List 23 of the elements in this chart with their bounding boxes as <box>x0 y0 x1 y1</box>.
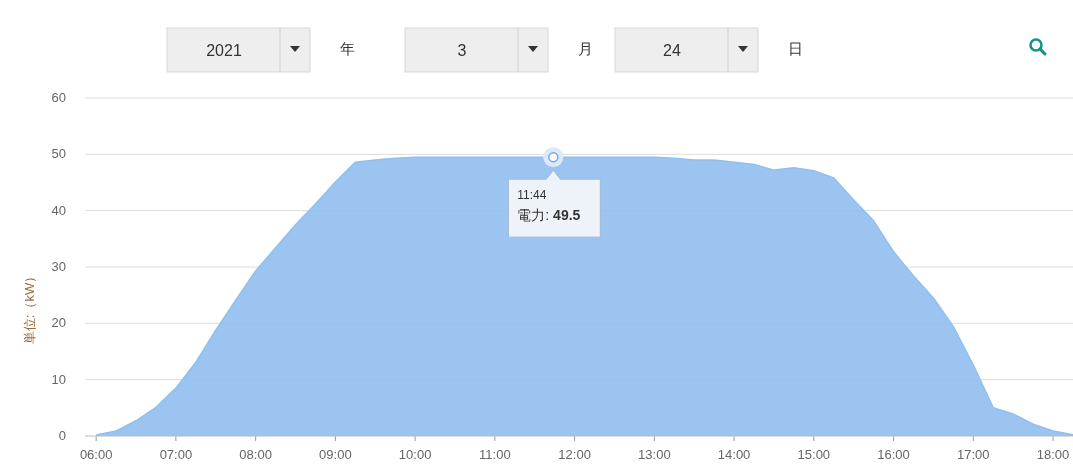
x-tick-label: 10:00 <box>398 447 432 462</box>
x-tick-label: 12:00 <box>558 447 591 462</box>
x-tick-label: 14:00 <box>717 447 751 462</box>
date-controls: 2021 年 3 月 24 日 <box>166 27 803 73</box>
x-tick-label: 15:00 <box>797 447 831 462</box>
y-tick-label: 20 <box>51 315 66 331</box>
y-axis-title: 単位:（kW） <box>22 269 37 345</box>
x-tick-label: 11:00 <box>479 447 511 462</box>
x-tick-label: 09:00 <box>319 447 352 462</box>
y-tick-label: 30 <box>51 259 66 274</box>
y-tick-label: 10 <box>51 371 66 387</box>
x-tick-label: 16:00 <box>877 447 910 462</box>
x-tick-label: 13:00 <box>638 447 671 462</box>
x-tick-label: 18:00 <box>1036 447 1070 462</box>
x-tick-label: 07:00 <box>159 447 193 462</box>
y-tick-label: 60 <box>51 90 66 105</box>
y-tick-label: 50 <box>51 146 66 162</box>
x-tick-label: 17:00 <box>957 447 990 462</box>
x-tick-label: 08:00 <box>239 447 272 462</box>
y-tick-label: 0 <box>58 428 66 443</box>
annotation: 11:44 電力: 49.5 <box>517 188 581 224</box>
y-tick-label: 40 <box>51 202 66 218</box>
x-tick-label: 06:00 <box>79 447 113 462</box>
